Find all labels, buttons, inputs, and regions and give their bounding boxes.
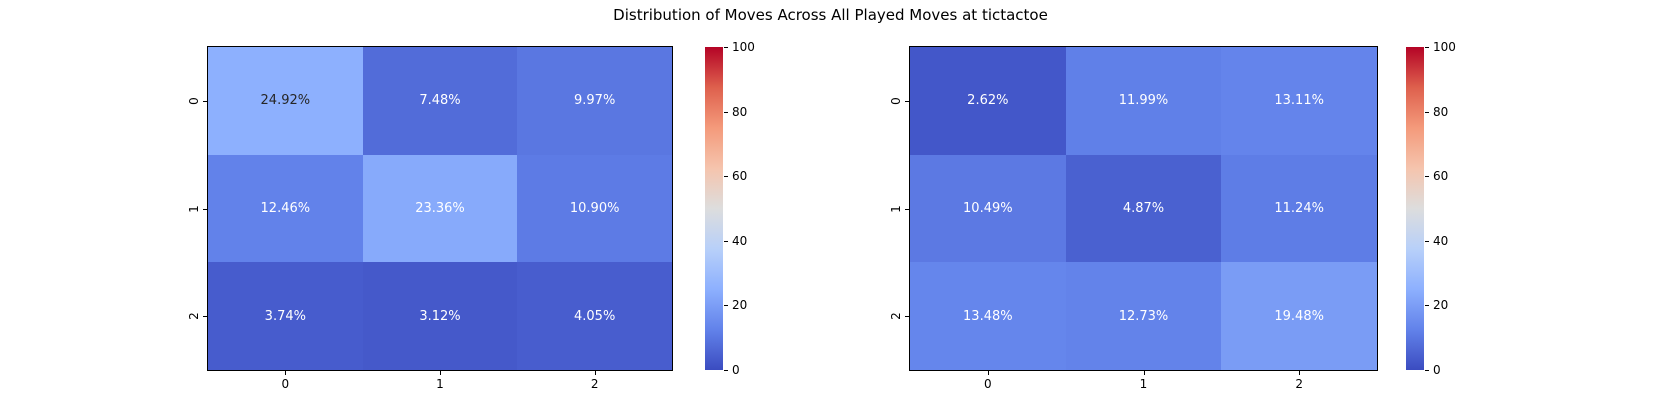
x-tick-label: 1 [1139,377,1148,391]
heatmap-cell: 7.48% [362,47,518,155]
colorbar-tick-label: 0 [1433,363,1441,377]
x-tick-mark [1299,371,1301,375]
heatmap-cell: 24.92% [208,47,363,155]
heatmap-cell: 13.48% [910,262,1066,370]
colorbar-tick-label: 80 [1433,104,1449,119]
heatmap-cell: 3.74% [208,262,363,370]
colorbar-tick-mark [724,47,728,48]
cell-value-label: 2.62% [967,93,1009,109]
cell-value-label: 13.48% [963,308,1013,324]
colorbar-tick-label: 40 [1433,233,1449,248]
heatmap-axes: 2.62% 11.99% 13.11% 10.49% 4.87% 11.24% 13.48%… [909,46,1378,371]
y-tick-label: 1 [889,204,903,213]
x-tick-mark [594,371,596,375]
heatmap-cell: 10.49% [910,154,1066,263]
colorbar-tick-label: 20 [732,298,748,313]
heatmap-axes: 24.92% 7.48% 9.97% 12.46% 23.36% 10.90% 3.74% 3… [207,46,673,371]
y-tick-mark [905,208,909,210]
colorbar-tick-label: 100 [1433,40,1456,54]
heatmap-cell: 4.05% [517,262,672,370]
colorbar-tick-mark [724,240,728,242]
x-tick-label: 2 [590,377,599,391]
cell-value-label: 3.12% [419,308,461,324]
y-tick-label: 2 [889,312,903,320]
colorbar-tick-mark [724,305,728,307]
x-tick-label: 0 [281,377,290,391]
colorbar-tick-mark [1425,370,1429,371]
y-tick-label: 2 [187,312,201,320]
y-tick-mark [203,100,207,102]
colorbar-tick-label: 60 [1433,169,1449,184]
cell-value-label: 9.97% [574,93,616,109]
heatmap-cell: 9.97% [517,47,672,155]
chart-title: Distribution of Moves Across All Played … [613,6,1048,24]
heatmap-cell: 11.99% [1065,47,1222,155]
cell-value-label: 4.05% [574,308,616,324]
y-tick-mark [203,316,207,318]
heatmap-cell: 2.62% [910,47,1066,155]
heatmap-cell: 11.24% [1221,154,1377,263]
y-tick-label: 0 [889,97,903,105]
cell-value-label: 24.92% [260,93,311,109]
colorbar-tick-mark [1425,176,1429,178]
cell-value-label: 23.36% [415,200,465,216]
heatmap-cell: 3.12% [362,262,518,370]
x-tick-label: 0 [984,377,992,391]
heatmap-cell: 19.48% [1221,262,1377,370]
heatmap-cell: 13.11% [1221,47,1377,155]
y-tick-mark [905,316,909,318]
x-tick-mark [440,371,441,375]
colorbar-tick-mark [724,176,728,178]
heatmap-cell: 10.90% [517,154,672,263]
colorbar-tick-label: 20 [1433,298,1449,313]
x-tick-mark [1143,371,1145,375]
colorbar-tick-mark [1425,47,1429,48]
colorbar [705,47,723,370]
colorbar-tick-mark [724,111,728,113]
cell-value-label: 12.46% [260,200,311,216]
colorbar-tick-label: 60 [732,169,748,184]
cell-value-label: 12.73% [1118,308,1169,324]
cell-value-label: 13.11% [1274,93,1324,109]
cell-value-label: 11.99% [1118,93,1169,109]
y-tick-label: 1 [187,204,201,213]
y-tick-mark [905,100,909,102]
x-tick-mark [285,371,287,375]
heatmap-cell: 4.87% [1065,154,1222,263]
cell-value-label: 10.90% [569,200,620,216]
colorbar [1406,47,1424,370]
cell-value-label: 11.24% [1274,200,1324,216]
x-tick-label: 1 [436,377,444,391]
cell-value-label: 19.48% [1274,308,1324,324]
colorbar-tick-mark [1425,111,1429,113]
heatmap-cell: 12.73% [1065,262,1222,370]
colorbar-tick-mark [724,370,728,371]
cell-value-label: 7.48% [419,93,461,109]
colorbar-tick-label: 100 [732,40,755,54]
colorbar-tick-mark [1425,305,1429,307]
x-tick-mark [987,371,989,375]
colorbar-tick-label: 40 [732,233,748,248]
heatmap-cell: 23.36% [362,154,518,263]
colorbar-tick-label: 0 [732,363,740,377]
heatmap-cell: 12.46% [208,154,363,263]
cell-value-label: 4.87% [1122,200,1165,216]
y-tick-label: 0 [187,97,201,105]
cell-value-label: 10.49% [963,200,1013,216]
cell-value-label: 3.74% [264,308,306,324]
x-tick-label: 2 [1295,377,1303,391]
y-tick-mark [203,208,207,210]
colorbar-tick-mark [1425,240,1429,242]
colorbar-tick-label: 80 [732,104,748,119]
